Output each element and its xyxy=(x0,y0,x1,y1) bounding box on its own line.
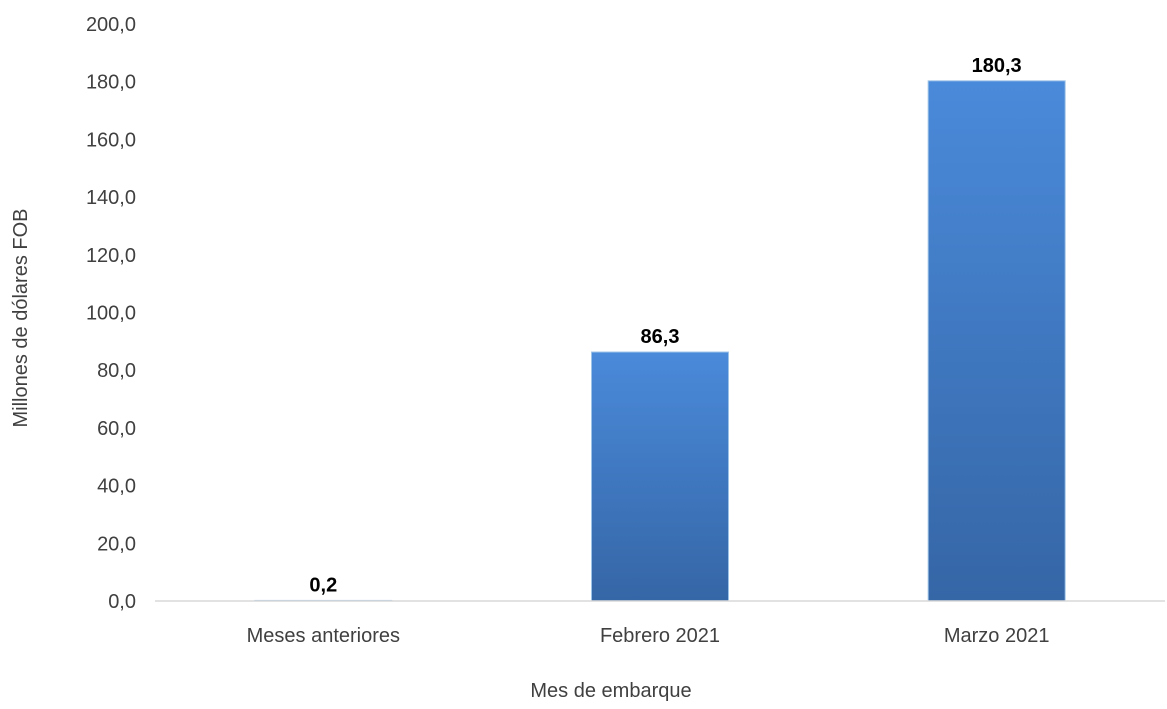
data-labels: 0,2 86,3 180,3 xyxy=(309,55,1021,597)
y-tick-label: 120,0 xyxy=(86,245,136,267)
y-axis-ticks: 0,0 20,0 40,0 60,0 80,0 100,0 120,0 140,0 160,0 1… xyxy=(86,14,136,613)
y-tick-label: 180,0 xyxy=(86,72,136,94)
y-tick-label: 140,0 xyxy=(86,187,136,209)
y-tick-label: 80,0 xyxy=(97,360,136,382)
bars xyxy=(254,80,1066,602)
y-tick-label: 100,0 xyxy=(86,303,136,325)
x-category-label: Marzo 2021 xyxy=(944,625,1050,647)
y-axis-title: Millones de dólares FOB xyxy=(10,209,32,428)
y-tick-label: 20,0 xyxy=(97,533,136,555)
x-axis-title: Mes de embarque xyxy=(530,680,691,702)
data-label: 86,3 xyxy=(641,326,680,348)
y-tick-label: 0,0 xyxy=(108,591,136,613)
x-category-label: Febrero 2021 xyxy=(600,625,720,647)
y-tick-label: 160,0 xyxy=(86,129,136,151)
y-tick-label: 200,0 xyxy=(86,14,136,36)
data-label: 180,3 xyxy=(972,55,1022,77)
data-label: 0,2 xyxy=(309,574,337,596)
bar xyxy=(591,351,729,602)
x-category-label: Meses anteriores xyxy=(247,625,400,647)
y-tick-label: 60,0 xyxy=(97,418,136,440)
y-tick-label: 40,0 xyxy=(97,476,136,498)
x-axis-category-labels: Meses anteriores Febrero 2021 Marzo 2021 xyxy=(247,625,1050,647)
bar xyxy=(927,80,1066,602)
